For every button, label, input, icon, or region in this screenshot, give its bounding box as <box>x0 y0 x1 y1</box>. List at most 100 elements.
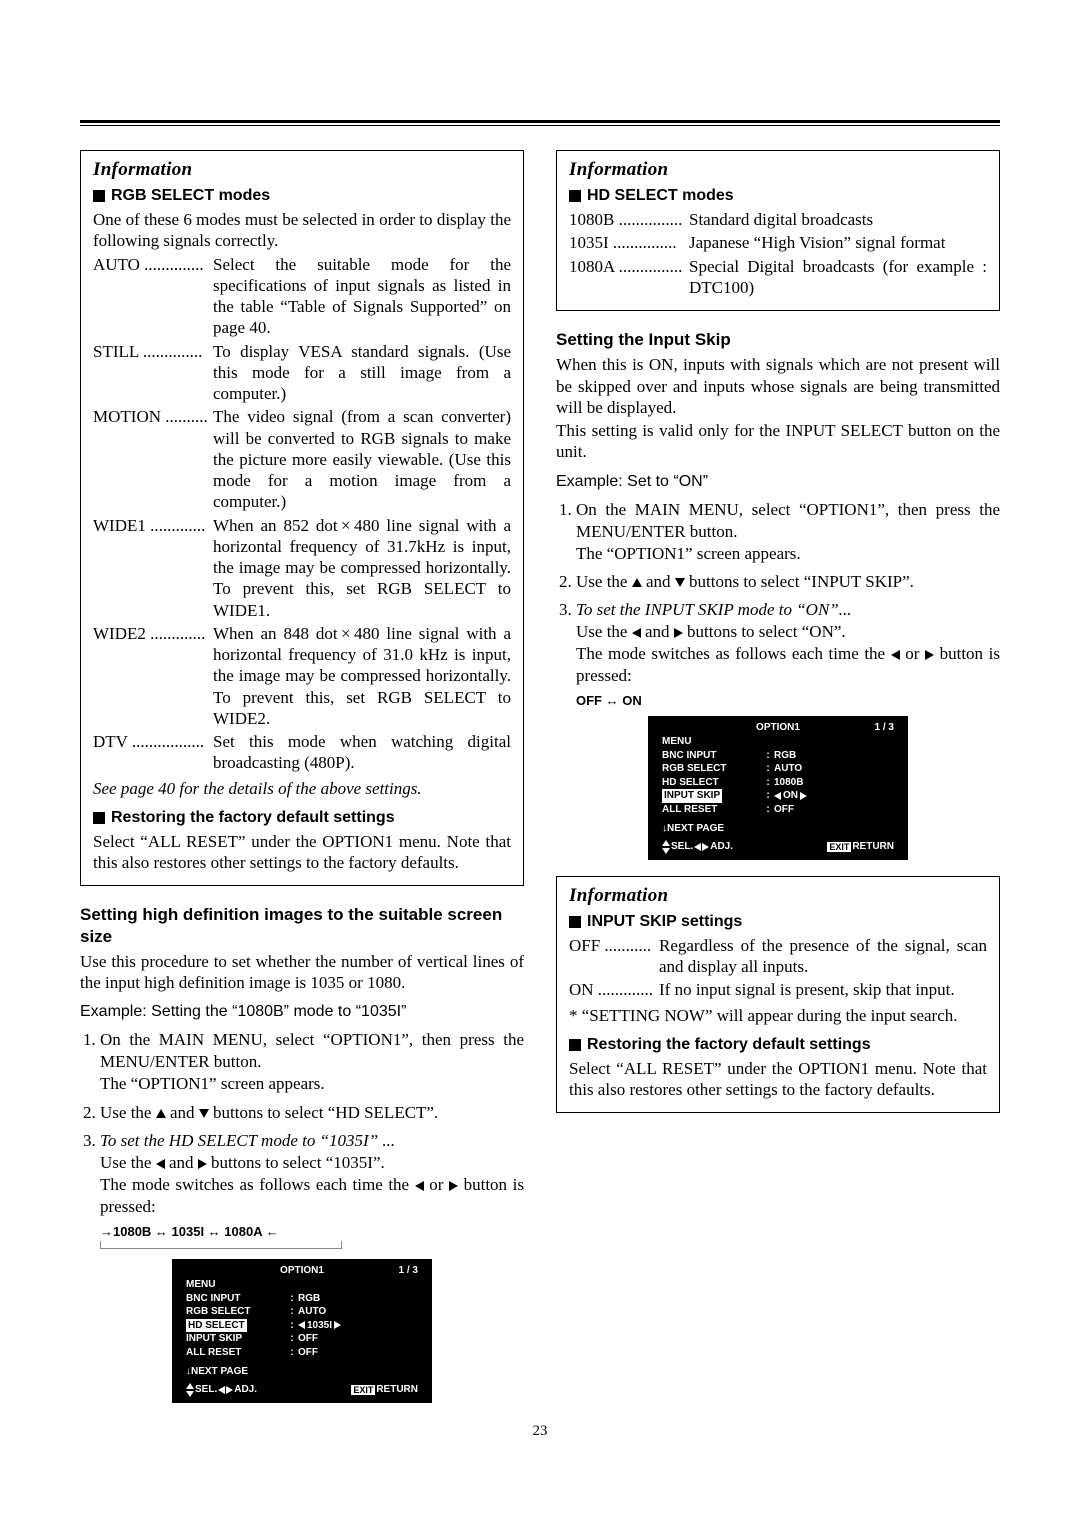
info-title: Information <box>569 159 987 181</box>
hd-step-2: Use the and buttons to select “HD SELECT… <box>100 1102 524 1124</box>
definition-body: Select the suitable mode for the specifi… <box>213 254 511 339</box>
osd-page-indicator: 1 / 3 <box>875 722 894 733</box>
info-title: Information <box>569 885 987 907</box>
hd-select-heading: HD SELECT modes <box>569 187 987 205</box>
definition-row: WIDE2 .............When an 848 dot × 480… <box>93 623 511 729</box>
definition-body: When an 852 dot × 480 line signal with a… <box>213 515 511 621</box>
osd-colon: : <box>286 1292 298 1306</box>
updown-icon <box>662 840 670 854</box>
hd-section-head: Setting high definition images to the su… <box>80 904 524 947</box>
skip-p1: When this is ON, inputs with signals whi… <box>556 354 1000 418</box>
definition-label: DTV ................. <box>93 731 213 774</box>
hd-step-1: On the MAIN MENU, select “OPTION1”, then… <box>100 1029 524 1095</box>
square-bullet-icon <box>93 190 105 202</box>
definition-row: ON .............If no input signal is pr… <box>569 979 987 1000</box>
definition-body: Japanese “High Vision” signal format <box>689 232 987 253</box>
rgb-select-heading-text: RGB SELECT modes <box>111 187 270 205</box>
definition-label: 1035I ............... <box>569 232 689 253</box>
triangle-right-icon <box>800 792 807 800</box>
triangle-down-icon <box>675 578 685 587</box>
step-text: or <box>424 1175 449 1194</box>
step-text: buttons to select “1035I”. <box>207 1153 385 1172</box>
triangle-right-icon <box>702 843 709 851</box>
restore-heading-2: Restoring the factory default settings <box>569 1036 987 1054</box>
osd-row-value: ON <box>774 789 894 803</box>
osd-highlight: HD SELECT <box>186 1319 247 1333</box>
triangle-right-icon <box>226 1386 233 1394</box>
definition-row: 1035I ...............Japanese “High Visi… <box>569 232 987 253</box>
osd-row-label: RGB SELECT <box>186 1305 286 1319</box>
info-title: Information <box>93 159 511 181</box>
osd-panel: OPTION11 / 3MENUBNC INPUT:RGBRGB SELECT:… <box>648 716 908 860</box>
osd-row-label: BNC INPUT <box>662 749 762 763</box>
step-text: and <box>165 1153 198 1172</box>
osd-title: OPTION11 / 3 <box>648 720 908 735</box>
triangle-left-icon <box>891 650 900 660</box>
arrow-down-icon: ↓ <box>662 822 667 836</box>
rgb-mode-list: AUTO ..............Select the suitable m… <box>93 254 511 774</box>
square-bullet-icon <box>569 916 581 928</box>
rgb-intro: One of these 6 modes must be selected in… <box>93 209 511 252</box>
step-text: and <box>642 572 675 591</box>
definition-body: Set this mode when watching digital broa… <box>213 731 511 774</box>
osd-row-label: INPUT SKIP <box>662 789 762 803</box>
triangle-left-icon <box>415 1181 424 1191</box>
step-text: The mode switches as follows each time t… <box>100 1175 415 1194</box>
osd-colon: : <box>286 1332 298 1346</box>
osd-row-value: AUTO <box>298 1305 418 1319</box>
triangle-right-icon <box>925 650 934 660</box>
skip-step-1: On the MAIN MENU, select “OPTION1”, then… <box>576 499 1000 565</box>
osd-row: MENU <box>648 735 908 749</box>
triangle-left-icon <box>156 1159 165 1169</box>
triangle-right-icon <box>674 628 683 638</box>
info-box-rgb: Information RGB SELECT modes One of thes… <box>80 150 524 886</box>
triangle-left-icon <box>774 792 781 800</box>
osd-row-value: 1080B <box>774 776 894 790</box>
restore-body-2: Select “ALL RESET” under the OPTION1 men… <box>569 1058 987 1101</box>
osd-row: ALL RESET:OFF <box>172 1346 432 1360</box>
definition-label: AUTO .............. <box>93 254 213 339</box>
osd-next-page: ↓ NEXT PAGE <box>172 1365 432 1379</box>
step-text: Use the <box>100 1103 156 1122</box>
osd-row: INPUT SKIP:ON <box>648 789 908 803</box>
osd-row: BNC INPUT:RGB <box>648 749 908 763</box>
osd-row: ALL RESET:OFF <box>648 803 908 817</box>
skip-cycle: OFF ↔ ON <box>576 693 1000 708</box>
left-column: Information RGB SELECT modes One of thes… <box>80 150 524 1403</box>
definition-row: WIDE1 .............When an 852 dot × 480… <box>93 515 511 621</box>
osd-row-value: RGB <box>298 1292 418 1306</box>
definition-label: WIDE1 ............. <box>93 515 213 621</box>
restore-heading: Restoring the factory default settings <box>93 809 511 827</box>
input-skip-heading-text: INPUT SKIP settings <box>587 913 742 931</box>
step-text: On the MAIN MENU, select “OPTION1”, then… <box>100 1030 524 1071</box>
triangle-up-icon <box>632 578 642 587</box>
definition-row: DTV .................Set this mode when … <box>93 731 511 774</box>
osd-row: HD SELECT:1080B <box>648 776 908 790</box>
hd-mode-list: 1080B ...............Standard digital br… <box>569 209 987 298</box>
definition-row: OFF ...........Regardless of the presenc… <box>569 935 987 978</box>
hd-step-3: To set the HD SELECT mode to “1035I” ...… <box>100 1130 524 1218</box>
skip-p2: This setting is valid only for the INPUT… <box>556 420 1000 463</box>
step-text: or <box>900 644 925 663</box>
exit-badge: EXIT <box>827 842 851 852</box>
triangle-right-icon <box>334 1321 341 1329</box>
skip-step-3: To set the INPUT SKIP mode to “ON”... Us… <box>576 599 1000 687</box>
osd-menu-1: OPTION11 / 3MENUBNC INPUT:RGBRGB SELECT:… <box>80 1259 524 1403</box>
restore-body: Select “ALL RESET” under the OPTION1 men… <box>93 831 511 874</box>
osd-colon: : <box>286 1305 298 1319</box>
osd-highlight: INPUT SKIP <box>662 789 722 803</box>
osd-title: OPTION11 / 3 <box>172 1263 432 1278</box>
page-number: 23 <box>80 1423 1000 1440</box>
osd-colon: : <box>762 762 774 776</box>
updown-icon <box>186 1383 194 1397</box>
osd-menu-2: OPTION11 / 3MENUBNC INPUT:RGBRGB SELECT:… <box>556 716 1000 860</box>
osd-footer: SEL. ADJ.EXIT RETURN <box>172 1379 432 1397</box>
cycle-bracket <box>100 1241 342 1249</box>
exit-badge: EXIT <box>351 1385 375 1395</box>
restore-heading-text: Restoring the factory default settings <box>111 809 395 827</box>
osd-colon: : <box>762 803 774 817</box>
definition-row: STILL ..............To display VESA stan… <box>93 341 511 405</box>
osd-colon: : <box>762 749 774 763</box>
osd-colon: : <box>286 1319 298 1333</box>
osd-row: RGB SELECT:AUTO <box>648 762 908 776</box>
